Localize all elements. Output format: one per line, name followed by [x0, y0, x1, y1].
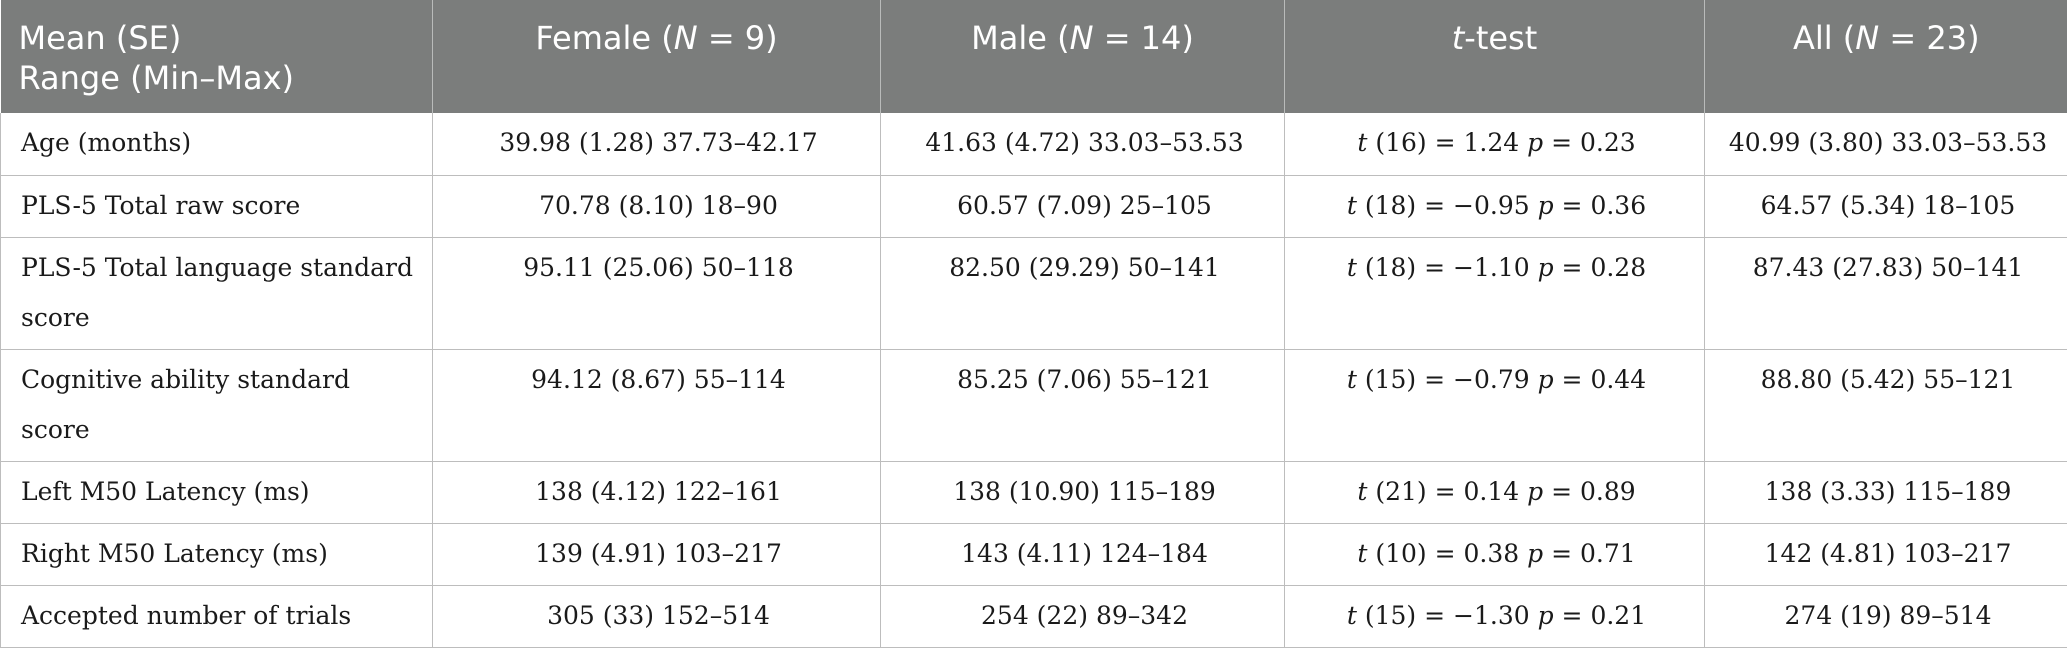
t-symbol: t	[1347, 365, 1357, 394]
p-symbol: p	[1527, 477, 1543, 506]
male-value: 254 (22) 89–342	[881, 585, 1285, 647]
p-symbol: p	[1538, 253, 1554, 282]
p-value: = 0.21	[1554, 601, 1647, 630]
row-label: Age (months)	[1, 113, 433, 175]
header-mean-se: Mean (SE)	[19, 18, 413, 58]
t-symbol: t	[1357, 477, 1367, 506]
female-value: 138 (4.12) 122–161	[433, 461, 881, 523]
t-statistic: (15) = −1.30	[1357, 601, 1538, 630]
table-row: PLS-5 Total raw score 70.78 (8.10) 18–90…	[1, 175, 2067, 237]
row-label: Left M50 Latency (ms)	[1, 461, 433, 523]
header-male: Male (N = 14)	[881, 0, 1285, 113]
table-row: Age (months) 39.98 (1.28) 37.73–42.17 41…	[1, 113, 2067, 175]
t-symbol: t	[1357, 539, 1367, 568]
t-statistic: (10) = 0.38	[1367, 539, 1527, 568]
p-symbol: p	[1527, 128, 1543, 157]
ttest-value: t (16) = 1.24 p = 0.23	[1285, 113, 1705, 175]
t-statistic: (21) = 0.14	[1367, 477, 1527, 506]
male-value: 85.25 (7.06) 55–121	[881, 349, 1285, 461]
table-row: Cognitive ability standard score 94.12 (…	[1, 349, 2067, 461]
female-value: 95.11 (25.06) 50–118	[433, 237, 881, 349]
male-value: 143 (4.11) 124–184	[881, 523, 1285, 585]
ttest-value: t (10) = 0.38 p = 0.71	[1285, 523, 1705, 585]
header-male-prefix: Male (	[971, 19, 1069, 57]
ttest-value: t (18) = −1.10 p = 0.28	[1285, 237, 1705, 349]
row-label: Right M50 Latency (ms)	[1, 523, 433, 585]
all-value: 274 (19) 89–514	[1705, 585, 2067, 647]
p-symbol: p	[1538, 601, 1554, 630]
p-symbol: p	[1538, 365, 1554, 394]
header-row: Mean (SE) Range (Min–Max) Female (N = 9)…	[1, 0, 2067, 113]
stats-table-container: Mean (SE) Range (Min–Max) Female (N = 9)…	[0, 0, 2067, 615]
header-male-n: N	[1070, 19, 1094, 57]
table-row: PLS-5 Total language standard score 95.1…	[1, 237, 2067, 349]
p-value: = 0.36	[1554, 191, 1647, 220]
p-value: = 0.44	[1554, 365, 1647, 394]
header-all-suffix: = 23)	[1879, 19, 1979, 57]
header-range: Range (Min–Max)	[19, 58, 413, 98]
table-header: Mean (SE) Range (Min–Max) Female (N = 9)…	[1, 0, 2067, 113]
all-value: 138 (3.33) 115–189	[1705, 461, 2067, 523]
row-label: PLS-5 Total raw score	[1, 175, 433, 237]
all-value: 88.80 (5.42) 55–121	[1705, 349, 2067, 461]
t-statistic: (16) = 1.24	[1367, 128, 1527, 157]
ttest-value: t (21) = 0.14 p = 0.89	[1285, 461, 1705, 523]
female-value: 70.78 (8.10) 18–90	[433, 175, 881, 237]
p-value: = 0.89	[1543, 477, 1636, 506]
t-statistic: (18) = −1.10	[1357, 253, 1538, 282]
ttest-value: t (18) = −0.95 p = 0.36	[1285, 175, 1705, 237]
t-symbol: t	[1357, 128, 1367, 157]
header-all-n: N	[1855, 19, 1879, 57]
p-symbol: p	[1527, 539, 1543, 568]
female-value: 94.12 (8.67) 55–114	[433, 349, 881, 461]
t-symbol: t	[1347, 601, 1357, 630]
ttest-value: t (15) = −0.79 p = 0.44	[1285, 349, 1705, 461]
p-value: = 0.71	[1543, 539, 1636, 568]
male-value: 138 (10.90) 115–189	[881, 461, 1285, 523]
header-measure: Mean (SE) Range (Min–Max)	[1, 0, 433, 113]
header-ttest-rest: -test	[1464, 19, 1537, 57]
all-value: 40.99 (3.80) 33.03–53.53	[1705, 113, 2067, 175]
row-label: Cognitive ability standard score	[1, 349, 433, 461]
header-female-suffix: = 9)	[698, 19, 778, 57]
header-female-n: N	[674, 19, 698, 57]
male-value: 60.57 (7.09) 25–105	[881, 175, 1285, 237]
p-symbol: p	[1538, 191, 1554, 220]
all-value: 142 (4.81) 103–217	[1705, 523, 2067, 585]
t-statistic: (18) = −0.95	[1357, 191, 1538, 220]
header-ttest: t-test	[1285, 0, 1705, 113]
p-value: = 0.28	[1554, 253, 1647, 282]
female-value: 39.98 (1.28) 37.73–42.17	[433, 113, 881, 175]
header-ttest-t: t	[1452, 19, 1465, 57]
table-body: Age (months) 39.98 (1.28) 37.73–42.17 41…	[1, 113, 2067, 647]
header-all: All (N = 23)	[1705, 0, 2067, 113]
male-value: 41.63 (4.72) 33.03–53.53	[881, 113, 1285, 175]
female-value: 305 (33) 152–514	[433, 585, 881, 647]
header-all-prefix: All (	[1793, 19, 1855, 57]
header-female: Female (N = 9)	[433, 0, 881, 113]
table-row: Right M50 Latency (ms) 139 (4.91) 103–21…	[1, 523, 2067, 585]
ttest-value: t (15) = −1.30 p = 0.21	[1285, 585, 1705, 647]
row-label: PLS-5 Total language standard score	[1, 237, 433, 349]
all-value: 87.43 (27.83) 50–141	[1705, 237, 2067, 349]
all-value: 64.57 (5.34) 18–105	[1705, 175, 2067, 237]
t-symbol: t	[1347, 253, 1357, 282]
t-symbol: t	[1347, 191, 1357, 220]
header-male-suffix: = 14)	[1094, 19, 1194, 57]
table-row: Left M50 Latency (ms) 138 (4.12) 122–161…	[1, 461, 2067, 523]
p-value: = 0.23	[1543, 128, 1636, 157]
row-label: Accepted number of trials	[1, 585, 433, 647]
male-value: 82.50 (29.29) 50–141	[881, 237, 1285, 349]
table-row: Accepted number of trials 305 (33) 152–5…	[1, 585, 2067, 647]
t-statistic: (15) = −0.79	[1357, 365, 1538, 394]
header-female-prefix: Female (	[535, 19, 673, 57]
female-value: 139 (4.91) 103–217	[433, 523, 881, 585]
